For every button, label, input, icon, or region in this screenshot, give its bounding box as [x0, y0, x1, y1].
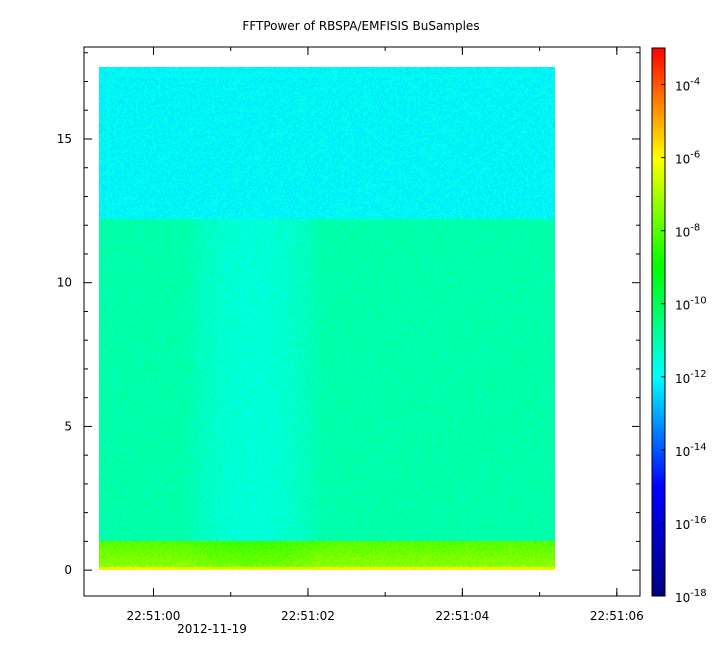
y-tick-label: 5	[64, 419, 72, 433]
x-tick-label: 22:51:04	[435, 609, 489, 623]
colorbar-tick-label: 10-18	[675, 588, 707, 605]
x-axis-date-label: 2012-11-19	[177, 622, 247, 636]
colorbar-tick-label: 10-6	[675, 150, 700, 167]
x-axis: 22:51:00 22:51:02 22:51:04 22:51:06	[127, 47, 644, 623]
colorbar-tick-label: 10-14	[675, 442, 707, 459]
colorbar-tick-label: 10-4	[675, 77, 700, 94]
x-tick-label: 22:51:06	[590, 609, 644, 623]
chart-title: FFTPower of RBSPA/EMFISIS BuSamples	[242, 19, 479, 33]
y-tick-label: 0	[64, 563, 72, 577]
plot-area	[83, 46, 641, 597]
x-tick-label: 22:51:00	[127, 609, 181, 623]
y-tick-label: 10	[57, 276, 72, 290]
colorbar-tick-label: 10-8	[675, 223, 700, 240]
colorbar: 10-18 10-16 10-14 10-12 10-10 10-8 10-6 10-4	[651, 47, 707, 605]
y-axis: 0 5 10 15	[57, 52, 640, 577]
spectrogram-canvas	[99, 67, 556, 571]
colorbar-tick-label: 10-10	[675, 296, 707, 313]
colorbar-tick-label: 10-16	[675, 515, 707, 532]
x-tick-label: 22:51:02	[281, 609, 335, 623]
colorbar-gradient	[651, 47, 666, 597]
colorbar-tick-label: 10-12	[675, 369, 707, 386]
y-tick-label: 15	[57, 132, 72, 146]
spectrogram-image	[99, 67, 556, 571]
